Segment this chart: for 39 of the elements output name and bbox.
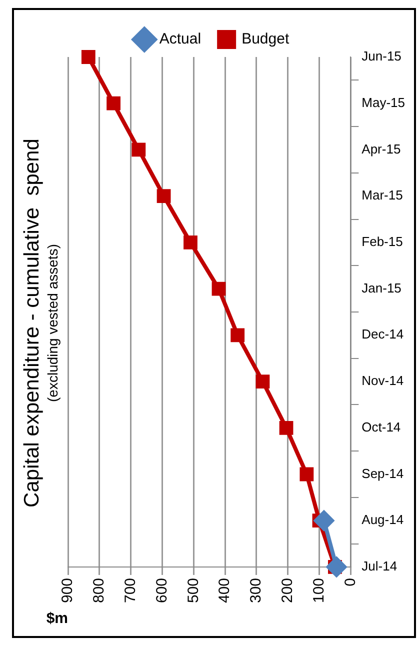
x-tick-label: 500	[184, 578, 202, 604]
point	[212, 282, 226, 296]
x-tick-label: 900	[59, 578, 76, 604]
legend-label: Budget	[242, 30, 290, 48]
point	[230, 328, 245, 342]
y-tick-label: Feb-15	[362, 234, 403, 250]
point	[132, 142, 146, 157]
x-tick-label: 400	[216, 578, 234, 604]
y-tick-label: Apr-15	[362, 141, 401, 156]
x-tick-label: 300	[248, 578, 265, 604]
text: Capital expenditure - cumulative spend	[20, 138, 44, 508]
point	[300, 467, 314, 482]
point	[81, 50, 96, 64]
x-tick-label: 800	[90, 578, 108, 604]
y-tick-label: Mar-15	[362, 188, 403, 203]
y-tick-label: Jun-15	[362, 48, 402, 64]
y-tick-label: Jul-14	[362, 558, 398, 574]
point	[326, 556, 347, 577]
x-tick-label: 100	[310, 578, 328, 604]
point	[106, 96, 120, 110]
legend-label: Actual	[159, 30, 202, 48]
y-tick-label: Nov-14	[362, 373, 404, 388]
x-tick-label: 200	[278, 578, 296, 604]
x-tick-label: 600	[153, 578, 170, 604]
x-tick-label: 0	[342, 578, 359, 586]
y-tick-label: Aug-14	[362, 512, 404, 528]
point	[279, 420, 294, 435]
point	[256, 374, 270, 388]
point	[156, 189, 171, 204]
x-tick-label: 700	[122, 578, 139, 604]
y-tick-label: Dec-14	[362, 326, 404, 342]
text: (excluding vested assets)	[44, 244, 60, 402]
y-tick-label: Oct-14	[362, 419, 401, 434]
y-tick-label: May-15	[362, 94, 406, 110]
y-tick-label: Jan-15	[362, 280, 402, 296]
point	[314, 510, 334, 531]
point	[184, 235, 198, 250]
y-tick-label: Sep-14	[362, 466, 404, 481]
x-axis-title: $m	[46, 610, 68, 628]
